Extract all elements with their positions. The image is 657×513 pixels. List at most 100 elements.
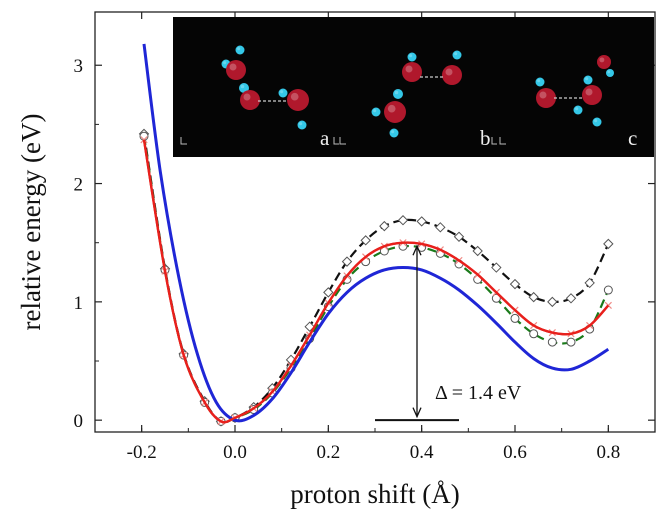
x-tick-label: -0.2 — [127, 442, 157, 463]
hydrogen-atom-highlight — [585, 77, 589, 81]
oxygen-atom-highlight — [599, 57, 605, 63]
hydrogen-atom-highlight — [373, 109, 377, 113]
delta-arrow-head-bottom — [412, 407, 422, 419]
series-2-overlay — [142, 139, 610, 424]
hydrogen-atom — [583, 75, 593, 85]
hydrogen-atom-highlight — [299, 122, 303, 126]
inset-panel-label: a — [320, 126, 330, 150]
hydrogen-atom-highlight — [607, 70, 611, 74]
x-tick-label: 0.8 — [596, 442, 620, 463]
data-point — [397, 215, 409, 226]
oxygen-atom-highlight — [445, 68, 453, 76]
data-point — [341, 256, 353, 267]
data-point — [510, 313, 520, 323]
oxygen-atom — [536, 88, 556, 108]
hydrogen-atom — [297, 120, 307, 130]
data-point — [140, 136, 148, 144]
hydrogen-atom — [235, 45, 245, 55]
series-3 — [142, 43, 610, 423]
x-axis-title: proton shift (Å) — [290, 479, 459, 509]
x-tick-label: 0.6 — [503, 442, 527, 463]
delta-arrow-head-top — [412, 244, 422, 256]
x-tick-label: 0.4 — [410, 442, 434, 463]
hydrogen-atom — [239, 83, 249, 93]
hydrogen-atom — [393, 89, 403, 99]
hydrogen-atom — [407, 52, 417, 62]
data-point — [491, 293, 501, 303]
inset-panel-label: c — [628, 126, 637, 150]
series-line — [142, 43, 610, 423]
inset-panel-label: b — [480, 126, 491, 150]
oxygen-atom — [384, 101, 406, 123]
hydrogen-atom — [606, 69, 614, 77]
oxygen-atom — [226, 60, 246, 80]
hydrogen-atom-highlight — [454, 52, 458, 56]
hydrogen-atom-highlight — [409, 54, 413, 58]
data-point — [453, 231, 465, 242]
hydrogen-atom-highlight — [575, 107, 579, 111]
data-point — [565, 293, 577, 304]
hydrogen-atom-highlight — [280, 90, 284, 94]
y-tick-label: 2 — [74, 175, 84, 196]
oxygen-atom-highlight — [229, 63, 237, 71]
hydrogen-atom-highlight — [237, 47, 241, 51]
oxygen-atom-highlight — [585, 88, 593, 96]
inset-corner-mark — [180, 137, 187, 145]
data-point — [547, 296, 558, 308]
data-point — [435, 222, 446, 233]
oxygen-atom — [582, 85, 602, 105]
hydrogen-atom-highlight — [223, 61, 227, 65]
hydrogen-atom — [452, 50, 462, 60]
hydrogen-atom — [573, 105, 583, 115]
oxygen-atom-highlight — [243, 93, 251, 101]
data-point — [603, 285, 613, 295]
hydrogen-atom-highlight — [537, 79, 541, 83]
hydrogen-atom — [592, 117, 602, 127]
data-point — [304, 321, 315, 332]
data-point — [529, 329, 539, 339]
series-layer — [138, 43, 614, 427]
y-axis-title: relative energy (eV) — [16, 114, 46, 331]
x-tick-label: 0.2 — [316, 442, 340, 463]
hydrogen-atom — [371, 107, 381, 117]
hydrogen-atom-highlight — [240, 84, 245, 89]
data-point — [360, 235, 371, 246]
oxygen-atom — [240, 90, 260, 110]
hydrogen-atom-highlight — [594, 119, 598, 123]
annotation-layer: Δ = 1.4 eV — [375, 244, 522, 422]
y-axis-ticks: 0 1 2 3 — [74, 56, 655, 432]
oxygen-atom — [287, 89, 309, 111]
data-point — [379, 220, 390, 232]
oxygen-atom-highlight — [405, 65, 413, 73]
data-point — [547, 337, 557, 347]
oxygen-atom — [402, 62, 422, 82]
oxygen-atom — [442, 65, 462, 85]
oxygen-atom-highlight — [387, 104, 396, 113]
inset-background — [173, 17, 654, 157]
hydrogen-atom-highlight — [391, 130, 395, 134]
y-tick-label: 0 — [74, 411, 84, 432]
data-point — [323, 287, 334, 298]
data-point — [491, 262, 502, 273]
inset-corner-mark — [333, 137, 339, 145]
y-tick-label: 3 — [74, 56, 84, 77]
oxygen-atom-highlight — [539, 91, 547, 99]
data-point — [416, 216, 427, 227]
oxygen-atom-highlight — [290, 92, 299, 101]
x-tick-label: 0.0 — [223, 442, 247, 463]
x-axis-ticks: -0.2 0.0 0.2 0.4 0.6 0.8 — [94, 12, 656, 463]
y-tick-label: 1 — [74, 293, 84, 314]
data-point — [472, 245, 483, 257]
inset-corner-mark — [499, 137, 506, 145]
hydrogen-atom — [389, 128, 399, 138]
hydrogen-atom — [535, 77, 545, 87]
oxygen-atom — [597, 55, 611, 69]
inset-corner-mark — [491, 137, 497, 145]
data-point — [603, 238, 614, 250]
molecule-inset: a b c — [173, 17, 654, 157]
data-point — [509, 278, 521, 290]
hydrogen-atom-highlight — [394, 90, 399, 95]
data-point — [566, 337, 576, 347]
hydrogen-atom — [278, 88, 288, 98]
